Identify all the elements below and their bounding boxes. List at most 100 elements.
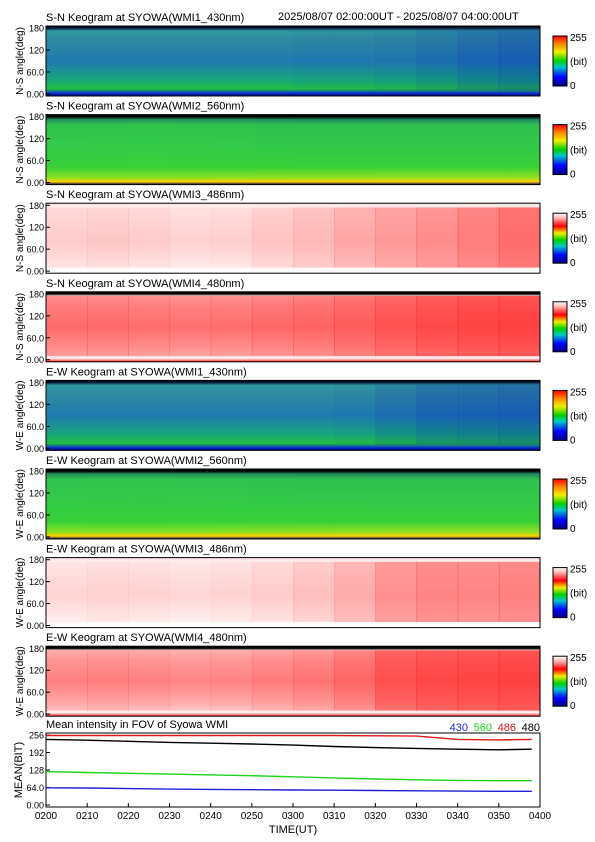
keogram-frame	[45, 25, 541, 97]
keogram-brightness-cell	[251, 561, 294, 622]
keogram-image	[46, 114, 540, 185]
line-x-tick-label: 0310	[323, 811, 346, 822]
keogram-brightness-cell	[498, 296, 541, 357]
keogram-y-tick-label: 0.00	[26, 267, 44, 277]
colorbar-unit-label: (bit)	[570, 234, 587, 245]
keogram-title: E-W Keogram at SYOWA(WMI2_560nm)	[46, 455, 247, 467]
keogram-brightness-cell	[498, 207, 541, 268]
colorbar	[552, 124, 568, 176]
line-x-ticks: 0200 0210 0220 0230 0240 0250 0300 0310 0320 0330…	[35, 803, 552, 822]
keogram-brightness-cell	[457, 561, 500, 622]
keogram-brightness-cell	[46, 118, 88, 179]
keogram-y-tick-label: 120	[29, 577, 44, 587]
line-x-tick-label: 0220	[117, 811, 140, 822]
keogram-brightness-cell	[128, 561, 171, 622]
keogram-title: E-W Keogram at SYOWA(WMI4_480nm)	[46, 632, 247, 644]
line-series-560	[45, 770, 532, 782]
keogram-brightness-cell	[416, 561, 459, 622]
keogram-y-tick-label: 60.0	[26, 67, 44, 77]
keogram-brightness-cell	[375, 207, 418, 268]
colorbar-unit-label: (bit)	[570, 323, 587, 334]
keogram-y-axis-label: W-E angle(deg)	[15, 380, 26, 450]
keogram-y-tick-label: 180	[29, 112, 44, 122]
keogram-y-tick-label: 120	[29, 46, 44, 56]
colorbar-min-label: 0	[570, 81, 576, 92]
line-y-tick-label: 64.0	[26, 783, 44, 793]
keogram-brightness-cell	[417, 119, 459, 179]
keogram-brightness-cell	[128, 473, 171, 534]
keogram-brightness-cell	[499, 473, 541, 533]
line-x-tick-label: 0340	[447, 811, 470, 822]
keogram-y-tick-label: 180	[29, 467, 44, 477]
keogram-y-axis-label: W-E angle(deg)	[15, 646, 26, 716]
keogram-title: E-W Keogram at SYOWA(WMI3_486nm)	[46, 544, 247, 556]
colorbar-min-label: 0	[570, 347, 576, 358]
keogram-brightness-cell	[46, 296, 88, 357]
header-time-range: 2025/08/07 02:00:00UT - 2025/08/07 04:00…	[278, 11, 519, 23]
keogram-brightness-cell	[128, 207, 171, 268]
keogram-image	[46, 469, 540, 539]
keogram-brightness-cell	[293, 119, 335, 179]
keogram-brightness-cell	[334, 650, 376, 711]
keogram-brightness-cell	[87, 650, 129, 711]
keogram-panel: E-W Keogram at SYOWA(WMI4_480nm) W-E angl…	[15, 632, 587, 719]
keogram-brightness-cell	[46, 385, 88, 445]
line-series-480	[45, 738, 532, 751]
colorbar-unit-label: (bit)	[570, 146, 587, 157]
colorbar-min-label: 0	[570, 170, 576, 181]
keogram-brightness-cell	[251, 650, 294, 711]
colorbar-min-label: 0	[570, 613, 576, 624]
keogram-brightness-cell	[128, 118, 171, 179]
keogram-panel: S-N Keogram at SYOWA(WMI3_486nm) N-S angl…	[15, 189, 587, 276]
keogram-frame	[45, 379, 541, 451]
keogram-brightness-cell	[375, 384, 418, 445]
line-x-axis-label: TIME(UT)	[269, 824, 317, 836]
line-y-tick-label: 192	[29, 748, 44, 758]
keogram-brightness-cell	[375, 30, 418, 91]
mean-intensity-panel: Mean intensity in FOV of Syowa WMI 48048…	[13, 719, 552, 836]
keogram-brightness-cell	[128, 385, 170, 445]
keogram-brightness-cell	[457, 650, 500, 711]
keogram-brightness-cell	[252, 30, 294, 90]
keogram-title: S-N Keogram at SYOWA(WMI3_486nm)	[46, 189, 244, 201]
keogram-brightness-cell	[334, 296, 376, 357]
keogram-image	[46, 26, 540, 96]
keogram-brightness-cell	[46, 30, 88, 90]
keogram-brightness-cell	[169, 207, 212, 268]
keogram-brightness-cell	[46, 650, 88, 711]
keogram-brightness-cell	[169, 118, 212, 179]
keogram-panels: S-N Keogram at SYOWA(WMI1_430nm) N-S angl…	[15, 12, 587, 720]
keogram-y-tick-label: 60.0	[26, 510, 44, 520]
keogram-brightness-cell	[169, 296, 212, 357]
keogram-brightness-cell	[499, 119, 541, 179]
keogram-brightness-cell	[457, 296, 500, 357]
colorbar-unit-label: (bit)	[570, 589, 587, 600]
line-series-430	[45, 787, 532, 792]
line-x-tick-label: 0400	[529, 811, 552, 822]
keogram-y-tick-label: 180	[29, 644, 44, 654]
keogram-brightness-cell	[293, 385, 335, 445]
keogram-brightness-cell	[210, 296, 253, 357]
keogram-y-tick-label: 0.00	[26, 89, 44, 99]
legend-entry-480: 480	[522, 722, 540, 734]
keogram-brightness-cell	[251, 207, 294, 268]
keogram-brightness-cell	[334, 473, 376, 533]
keogram-y-tick-label: 120	[29, 134, 44, 144]
keogram-image	[46, 557, 540, 628]
keogram-brightness-cell	[170, 30, 212, 90]
keogram-y-axis-label: N-S angle(deg)	[15, 116, 26, 184]
keogram-y-tick-label: 60.0	[26, 688, 44, 698]
keogram-brightness-cell	[293, 650, 335, 711]
keogram-y-axis-label: N-S angle(deg)	[15, 204, 26, 272]
colorbar	[552, 655, 568, 707]
line-chart-title: Mean intensity in FOV of Syowa WMI	[46, 719, 228, 731]
colorbar-max-label: 255	[570, 33, 587, 44]
legend-entry-560: 560	[474, 722, 492, 734]
keogram-frame	[45, 557, 541, 629]
colorbar-max-label: 255	[570, 299, 587, 310]
keogram-brightness-cell	[334, 119, 376, 179]
keogram-y-tick-label: 0.00	[26, 444, 44, 454]
line-x-tick-label: 0240	[200, 811, 223, 822]
colorbar	[552, 301, 568, 353]
keogram-brightness-cell	[334, 561, 376, 622]
